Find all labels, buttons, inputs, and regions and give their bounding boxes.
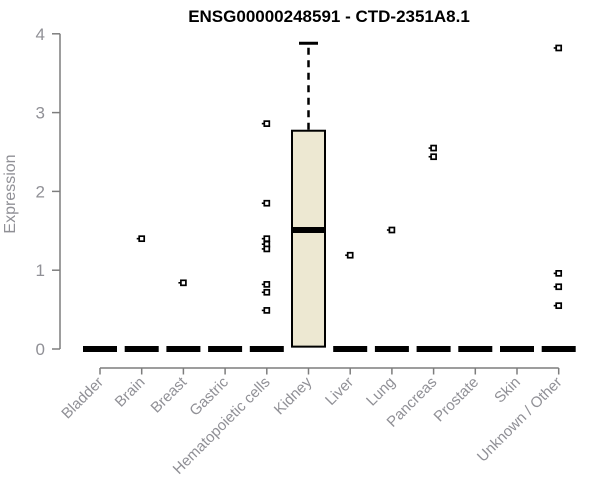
x-tick-label: Skin [491, 374, 524, 407]
y-tick-label: 3 [36, 104, 45, 123]
collapsed-box [333, 346, 368, 352]
x-tick-label: Breast [148, 373, 191, 416]
outlier-point [388, 226, 396, 234]
x-tick-label: Liver [322, 374, 357, 409]
collapsed-box [166, 346, 201, 352]
y-tick-label: 4 [36, 25, 45, 44]
outlier-point [555, 302, 563, 310]
x-tick-label: Bladder [58, 374, 107, 423]
outlier-point [263, 120, 271, 127]
outlier-point [346, 251, 354, 259]
collapsed-box [458, 346, 493, 352]
outlier-point [263, 281, 271, 288]
outlier-point [263, 307, 271, 314]
collapsed-box [249, 346, 284, 352]
outlier-point [430, 144, 437, 152]
x-tick-label: Lung [363, 374, 399, 410]
chart-title: ENSG00000248591 - CTD-2351A8.1 [188, 7, 470, 26]
outlier-point [430, 153, 437, 161]
x-tick-label: Brain [112, 374, 149, 411]
collapsed-box [374, 346, 409, 352]
outlier-point [138, 235, 146, 243]
y-tick-label: 0 [36, 340, 45, 359]
collapsed-box [416, 346, 451, 352]
collapsed-box [83, 346, 117, 352]
x-tick-label: Kidney [271, 373, 316, 418]
outlier-point [263, 288, 271, 296]
box [291, 129, 326, 348]
outlier-point [263, 235, 271, 243]
outlier-point [263, 199, 271, 207]
x-tick-label: Prostate [431, 374, 483, 426]
collapsed-box [124, 346, 159, 352]
outlier-point [555, 270, 563, 277]
outlier-point [555, 283, 563, 291]
outlier-point [555, 44, 563, 52]
outlier-point [180, 279, 187, 287]
y-tick-label: 2 [36, 182, 45, 201]
outlier-point [263, 245, 271, 253]
collapsed-box [208, 346, 243, 352]
y-tick-label: 1 [36, 261, 45, 280]
collapsed-box [500, 346, 534, 352]
collapsed-box [541, 346, 576, 352]
